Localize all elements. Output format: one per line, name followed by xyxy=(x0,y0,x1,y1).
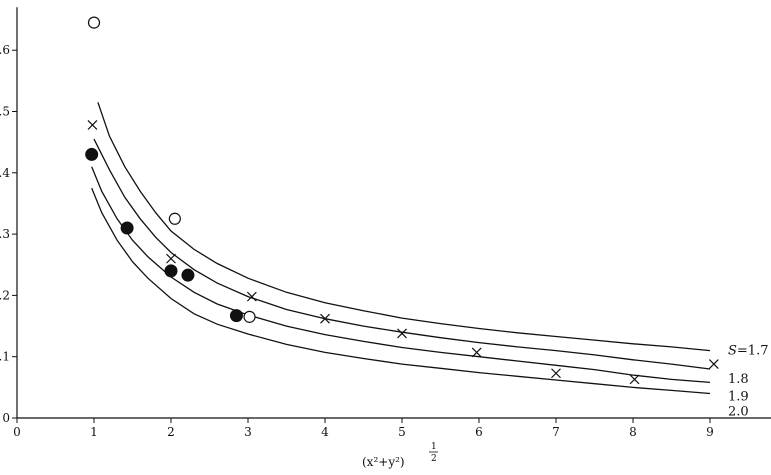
x-tick-label: 7 xyxy=(552,425,560,439)
cross-point xyxy=(87,120,98,130)
filled-circle-point xyxy=(164,264,178,278)
cross-point xyxy=(551,368,561,379)
chart-axes: 0 1 2 3 4 5 6 7 8 9 0 .1 .2 .3 .4 .5 .6 xyxy=(0,7,771,439)
x-tick-label: 6 xyxy=(475,425,483,439)
x-tick-label: 1 xyxy=(90,425,98,439)
curve-label: 2.0 xyxy=(728,404,749,419)
x-tick-label: 2 xyxy=(167,425,175,439)
x-tick-label: 5 xyxy=(398,425,406,439)
y-tick-label: .6 xyxy=(0,43,10,57)
chart-markers xyxy=(85,16,719,385)
cross-point xyxy=(246,291,257,302)
x-axis-title-base: (x²+y²) xyxy=(362,455,405,469)
curve-line xyxy=(97,102,711,352)
curve-line xyxy=(91,187,711,395)
y-tick-label: .5 xyxy=(0,105,10,119)
y-tick-label: 0 xyxy=(2,411,10,425)
x-tick-label: 9 xyxy=(706,425,714,439)
cross-point xyxy=(166,253,176,264)
y-tick-label: .2 xyxy=(0,288,10,302)
y-tick-label: .3 xyxy=(0,227,10,241)
x-tick-label: 8 xyxy=(629,425,637,439)
curve-label: 1.9 xyxy=(728,389,749,404)
svg-text:(x²+y²): (x²+y²) xyxy=(362,455,405,469)
filled-circle-point xyxy=(181,268,195,282)
y-tick-label: .1 xyxy=(0,350,10,364)
x-tick-label: 4 xyxy=(321,425,329,439)
curve-label: 1.8 xyxy=(728,372,749,387)
x-axis-title-exp-den: 2 xyxy=(431,454,437,464)
open-circle-point xyxy=(87,16,101,29)
x-axis-title-exp-num: 1 xyxy=(431,442,437,452)
cross-point xyxy=(397,328,407,339)
cross-point xyxy=(708,359,719,369)
filled-circle-point xyxy=(120,221,134,235)
x-tick-label: 3 xyxy=(244,425,252,439)
x-axis-title: (x²+y²) 1 2 xyxy=(362,442,438,469)
y-tick-label: .4 xyxy=(0,166,10,180)
open-circle-point xyxy=(243,310,256,323)
filled-circle-point xyxy=(85,147,99,161)
chart-labels: S=1.7 1.8 1.92.0 xyxy=(728,344,768,420)
curve-label: S=1.7 xyxy=(728,344,768,359)
chart-curves xyxy=(91,102,711,395)
open-circle-point xyxy=(168,212,181,225)
x-tick-label: 0 xyxy=(13,425,21,439)
curve-line xyxy=(91,166,711,384)
curve-line xyxy=(93,138,711,370)
cross-point xyxy=(471,347,482,358)
cross-point xyxy=(320,313,330,324)
filled-circle-point xyxy=(229,309,243,323)
cross-point xyxy=(629,374,640,385)
